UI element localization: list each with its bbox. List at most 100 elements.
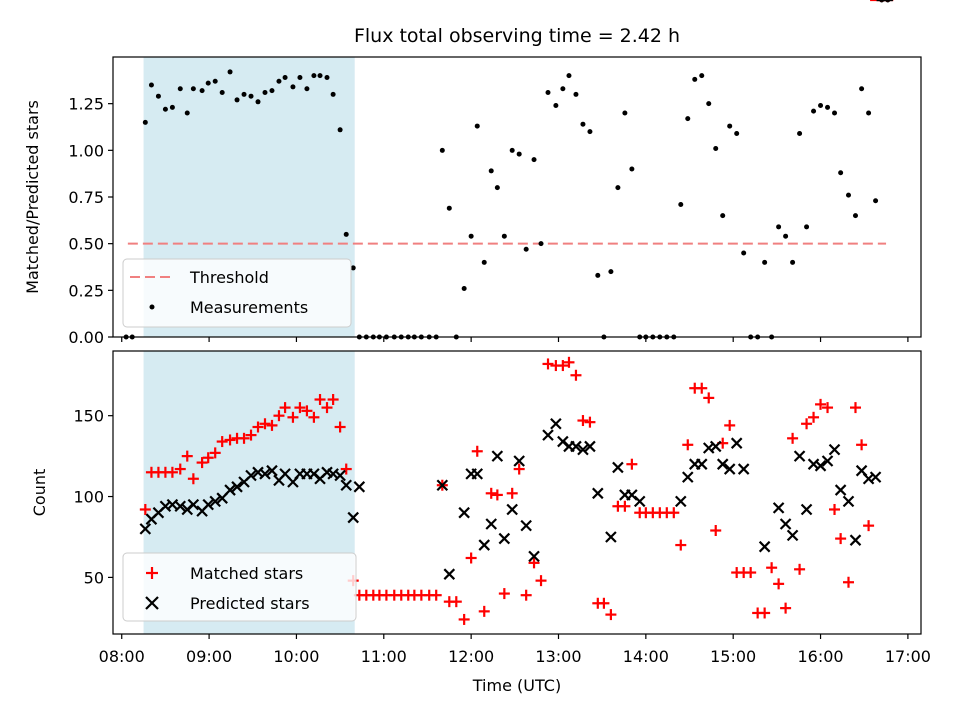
- matched-star-point: [430, 589, 442, 601]
- predicted-star-point: [786, 529, 799, 542]
- predicted-star-point: [675, 495, 687, 508]
- matched-star-point: [808, 411, 820, 423]
- matched-star-point: [216, 436, 228, 448]
- matched-star-point: [710, 525, 722, 537]
- matched-star-point: [327, 394, 339, 406]
- predicted-star-point: [550, 417, 562, 430]
- measurement-point: [350, 265, 356, 271]
- x-axis-label: Time (UTC): [472, 676, 561, 695]
- predicted-star-point: [779, 518, 792, 530]
- measurement-point: [488, 168, 494, 174]
- matched-star-point: [245, 429, 257, 441]
- predicted-star-point: [716, 458, 729, 470]
- predicted-star-point: [612, 461, 624, 474]
- predicted-star-point: [347, 511, 359, 524]
- predicted-star-point: [340, 479, 353, 492]
- matched-star-point: [856, 439, 868, 451]
- measurement-point: [762, 259, 768, 265]
- measurement-point: [622, 110, 628, 116]
- matched-star-point: [801, 418, 813, 430]
- measurement-point: [282, 75, 288, 81]
- predicted-star-point: [849, 534, 862, 546]
- matched-star-point: [787, 432, 799, 444]
- predicted-star-point: [828, 443, 841, 456]
- bottom-x-tick-label: 13:00: [535, 647, 581, 666]
- predicted-star-point: [570, 440, 582, 453]
- predicted-star-point: [528, 550, 540, 563]
- predicted-star-point: [800, 503, 813, 516]
- bottom-axes-frame: [112, 350, 922, 635]
- predicted-star-point: [485, 518, 498, 530]
- predicted-star-point: [821, 455, 834, 467]
- predicted-star-point: [224, 484, 236, 496]
- measurement-point: [706, 101, 712, 107]
- predicted-star-point: [436, 479, 449, 492]
- bottom-x-tick-label: 16:00: [797, 647, 843, 666]
- predicted-star-point: [681, 471, 694, 483]
- measurement-point: [523, 246, 529, 252]
- predicted-star-point: [730, 437, 743, 449]
- matched-star-point: [187, 473, 199, 485]
- matched-star-point: [287, 411, 299, 423]
- matched-star-point: [238, 432, 250, 444]
- top-y-axis-label: Matched/Predicted stars: [23, 100, 42, 294]
- bottom-x-axis: 08:00 09:00 10:00 11:00 12:00 13:00 14:00 15:00…: [99, 634, 931, 666]
- measurement-point: [276, 78, 282, 84]
- measurement-point: [190, 86, 196, 92]
- matched-star-point: [619, 500, 631, 512]
- matched-star-point: [279, 402, 291, 414]
- measurement-point: [783, 233, 789, 239]
- top-x-ticks: [121, 337, 909, 342]
- measurement-point: [269, 88, 275, 94]
- predicted-star-point: [139, 523, 152, 535]
- matched-star-point: [301, 405, 313, 417]
- predicted-star-point: [174, 500, 187, 513]
- measurement-point: [720, 213, 726, 219]
- matched-star-point: [626, 458, 638, 470]
- matched-star-point: [822, 402, 834, 414]
- predicted-star-point: [458, 506, 470, 519]
- measurement-point: [866, 110, 872, 116]
- predicted-star-point: [266, 464, 278, 477]
- measurements-series: [123, 0, 891, 340]
- predicted-star-point: [187, 498, 200, 511]
- matched-star-point: [842, 576, 854, 588]
- measurement-point: [337, 127, 343, 133]
- chart-title: Flux total observing time = 2.42 h: [354, 25, 680, 47]
- measurement-point: [468, 233, 474, 239]
- matched-star-point: [570, 369, 582, 381]
- measurement-point: [324, 75, 330, 81]
- predicted-star-point: [869, 471, 882, 483]
- measurement-point: [727, 123, 733, 129]
- bottom-x-tick-label: 10:00: [273, 647, 319, 666]
- matched-star-point: [491, 489, 503, 501]
- predicted-star-point: [723, 463, 736, 475]
- measurement-point: [142, 119, 148, 125]
- bottom-y-tick-label: 100: [73, 488, 104, 507]
- measurement-point: [516, 151, 522, 157]
- predicted-star-point: [542, 429, 554, 441]
- predicted-star-point: [259, 468, 271, 480]
- predicted-star-point: [605, 531, 617, 543]
- matched-star-point: [273, 410, 285, 422]
- predicted-star-point: [709, 440, 722, 453]
- measurement-point: [219, 89, 225, 95]
- matched-star-point: [471, 445, 483, 457]
- matched-star-point: [849, 402, 861, 414]
- matched-star-point: [259, 418, 271, 430]
- predicted-star-point: [513, 455, 525, 467]
- measurement-point: [311, 73, 317, 79]
- matched-star-point: [696, 382, 708, 394]
- measurement-point: [439, 147, 445, 153]
- measurement-point: [587, 129, 593, 135]
- measurement-point: [169, 104, 175, 110]
- predicted-star-point: [245, 469, 257, 482]
- measurement-point: [804, 224, 810, 230]
- measurement-point: [580, 121, 586, 127]
- matched-star-point: [458, 613, 470, 625]
- predicted-star-point: [520, 519, 532, 532]
- measurement-point: [825, 104, 831, 110]
- measurement-point: [713, 145, 719, 151]
- bottom-x-tick-label: 11:00: [361, 647, 407, 666]
- matched-star-point: [202, 452, 214, 464]
